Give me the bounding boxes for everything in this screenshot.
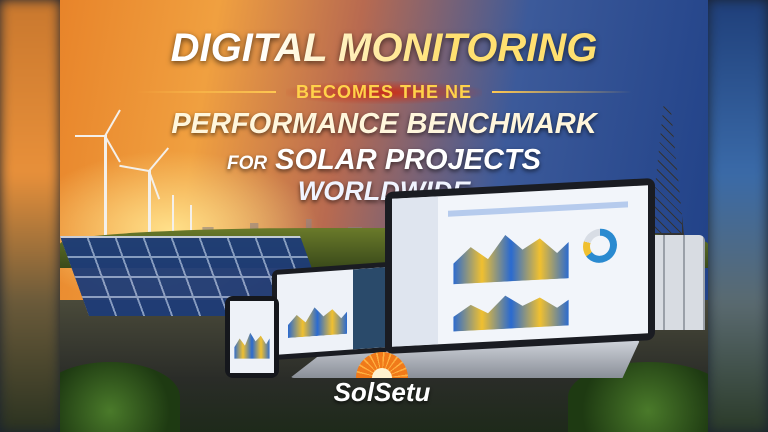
headline-for: FOR (226, 153, 268, 174)
solsetu-logo: SolSetu (322, 352, 442, 412)
tablet (272, 261, 390, 361)
battery-storage (645, 235, 705, 330)
headline-line-4: FOR SOLAR PROJECTS (60, 144, 708, 177)
wind-turbine (172, 195, 174, 245)
poster: DIGITAL MONITORING BECOMES THE NE PERFOR… (60, 0, 708, 432)
wind-turbine (119, 147, 170, 245)
bushes (60, 362, 180, 432)
brand-name: SolSetu (333, 377, 431, 407)
sun-icon (356, 352, 408, 378)
dashboard-sidebar (392, 196, 439, 347)
area-chart (453, 289, 568, 332)
wind-turbine (190, 205, 192, 245)
headline-solar-projects: SOLAR PROJECTS (275, 144, 542, 176)
headline-line-2: BECOMES THE NE (285, 80, 483, 104)
divider (135, 91, 276, 93)
headline-line-2-wrap: BECOMES THE NE (60, 80, 708, 104)
donut-chart (583, 228, 618, 265)
headline-line-3: PERFORMANCE BENCHMARK (171, 108, 597, 140)
blurred-border-left (0, 0, 60, 432)
laptop (385, 177, 655, 355)
divider (492, 91, 633, 93)
dashboard-screen (392, 185, 648, 347)
blurred-border-right (708, 0, 768, 432)
area-chart (453, 226, 568, 284)
wind-turbine (75, 109, 121, 240)
headline-line-1: DIGITAL MONITORING (60, 26, 708, 71)
phone (225, 296, 279, 378)
dashboard-header (448, 201, 628, 217)
